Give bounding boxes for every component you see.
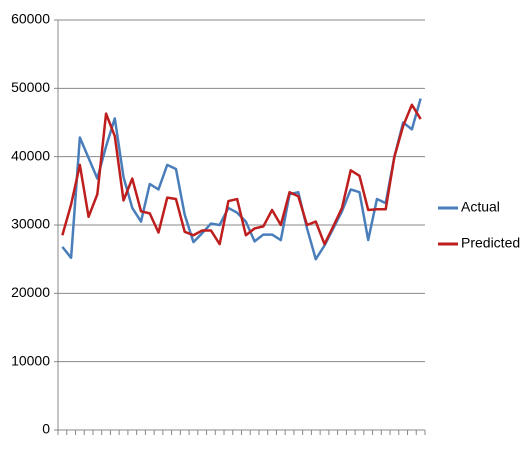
series-line [61, 98, 422, 261]
y-tick-label: 40000 [11, 147, 50, 163]
y-tick-label: 10000 [11, 352, 50, 368]
legend-label: Actual [461, 199, 500, 215]
y-tick-label: 50000 [11, 79, 50, 95]
y-tick-label: 20000 [11, 284, 50, 300]
y-tick-label: 0 [42, 421, 50, 437]
series-line [61, 103, 422, 246]
y-tick-label: 30000 [11, 216, 50, 232]
legend-label: Predicted [461, 235, 520, 251]
y-tick-label: 60000 [11, 11, 50, 27]
